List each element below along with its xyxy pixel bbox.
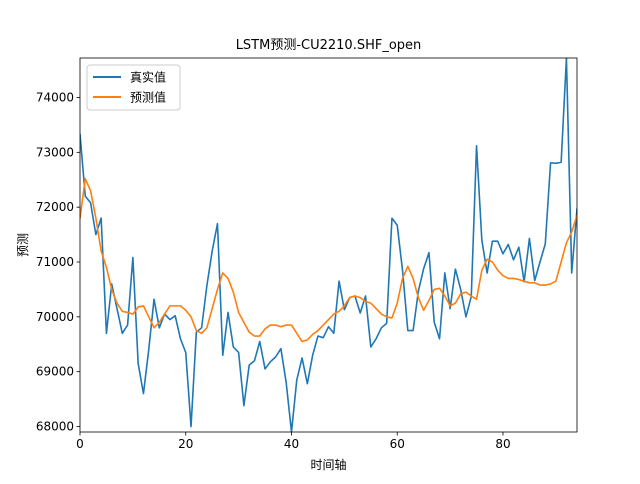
y-tick-label: 71000 — [36, 255, 74, 269]
x-tick-label: 60 — [390, 437, 405, 451]
legend-label-predicted: 预测值 — [130, 90, 166, 105]
predicted-series-line — [80, 177, 577, 343]
x-axis: 0 20 40 60 80 — [76, 432, 511, 451]
y-tick-label: 69000 — [36, 365, 74, 379]
y-tick-label: 70000 — [36, 310, 74, 324]
y-axis: 68000 69000 70000 71000 72000 73000 74000 — [36, 90, 80, 434]
series-layer — [80, 58, 577, 432]
plot-frame — [79, 57, 578, 433]
legend-label-actual: 真实值 — [130, 70, 166, 85]
x-tick-label: 20 — [178, 437, 193, 451]
x-tick-label: 80 — [495, 437, 510, 451]
y-tick-label: 72000 — [36, 200, 74, 214]
plot-background — [80, 58, 577, 432]
x-tick-label: 0 — [76, 437, 84, 451]
actual-series-line — [80, 58, 577, 432]
y-axis-label: 预测 — [16, 233, 30, 257]
y-tick-label: 73000 — [36, 145, 74, 159]
y-tick-label: 74000 — [36, 90, 74, 104]
chart-title: LSTM预测-CU2210.SHF_open — [236, 38, 422, 53]
x-tick-label: 40 — [284, 437, 299, 451]
legend: 真实值 预测值 — [86, 64, 181, 111]
y-tick-label: 68000 — [36, 420, 74, 434]
plot-area — [79, 57, 578, 433]
x-axis-label: 时间轴 — [310, 457, 346, 472]
